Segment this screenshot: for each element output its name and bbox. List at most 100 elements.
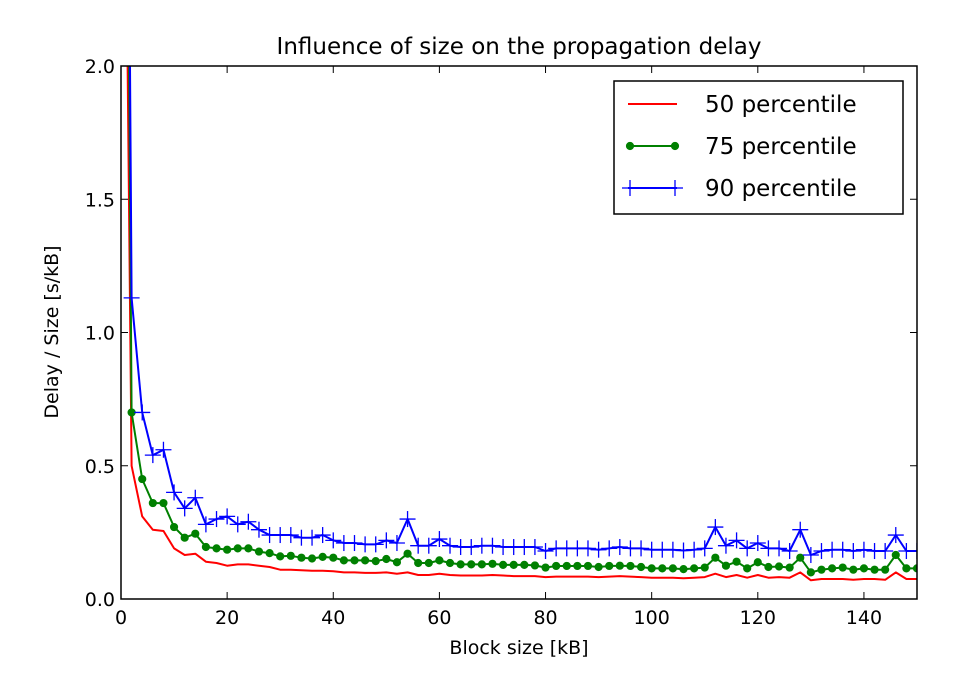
75-percentile-point [254, 547, 264, 556]
series-line-75-percentile [128, 66, 917, 574]
90-percentile-point [378, 532, 395, 549]
75-percentile-point [912, 564, 917, 573]
90-percentile-point [134, 404, 151, 421]
90-percentile-point [197, 516, 214, 533]
75-percentile-point [711, 553, 720, 562]
90-percentile-point [707, 519, 724, 536]
75-percentile-point [583, 561, 593, 571]
y-tick-label: 1.0 [85, 323, 115, 345]
75-percentile-point [530, 561, 540, 570]
series-line-50-percentile [126, 66, 917, 582]
y-tick-label: 2.0 [85, 56, 115, 78]
75-percentile-point [668, 564, 677, 573]
75-percentile-point [796, 553, 805, 562]
90-percentile-point [367, 536, 384, 553]
90-percentile-point [792, 521, 809, 538]
x-axis-label: Block size [kB] [449, 637, 588, 659]
75-percentile-point [700, 563, 709, 572]
90-percentile-point [314, 527, 331, 544]
75-percentile-point [307, 554, 317, 563]
90-percentile-point [166, 484, 183, 501]
75-percentile-point [881, 565, 890, 574]
75-percentile-point [276, 552, 285, 561]
75-percentile-point [764, 562, 773, 572]
75-percentile-point [318, 552, 327, 561]
75-percentile-point [573, 561, 582, 571]
75-percentile-point [647, 564, 656, 573]
75-percentile-point [743, 564, 752, 573]
75-percentile-point [445, 558, 455, 568]
90-percentile-point [282, 527, 299, 544]
90-percentile-point [537, 543, 554, 560]
axis-ticks: 0 20 40 60 80 100 120 140 0.0 0.5 1.0 1.5 2.0 [85, 56, 917, 629]
90-percentile-point [304, 529, 321, 546]
90-percentile-point [887, 527, 904, 544]
75-percentile-point [636, 562, 646, 572]
75-percentile-point [774, 562, 784, 571]
x-tick-label: 100 [634, 607, 670, 629]
75-percentile-point [785, 563, 794, 572]
75-percentile-point [477, 560, 486, 569]
75-percentile-point [902, 564, 911, 573]
90-percentile-point [802, 547, 819, 564]
90-percentile-point [813, 543, 830, 560]
90-percentile-point [123, 289, 140, 306]
75-percentile-point [891, 550, 900, 560]
90-percentile-point [388, 535, 405, 552]
75-percentile-point [658, 564, 667, 573]
75-percentile-point [626, 561, 635, 571]
75-percentile-point [138, 474, 147, 484]
90-percentile-point [579, 540, 596, 557]
x-tick-label: 80 [533, 607, 557, 629]
x-tick-label: 120 [740, 607, 776, 629]
90-percentile-point [420, 537, 437, 554]
y-tick-label: 0.5 [85, 456, 115, 478]
90-percentile-point [749, 535, 766, 552]
90-percentile-point [484, 537, 501, 554]
90-percentile-point [208, 511, 225, 528]
90-percentile-point [909, 543, 917, 560]
y-axis-label: Delay / Size [s/kB] [41, 245, 63, 418]
x-tick-label: 20 [215, 607, 239, 629]
legend-75-percentile-point [625, 141, 635, 151]
75-percentile-point [297, 553, 306, 562]
90-percentile-point [675, 542, 692, 559]
90-percentile-point [739, 540, 756, 557]
75-percentile-point [329, 553, 338, 562]
75-percentile-point [721, 561, 731, 570]
90-percentile-point [686, 541, 703, 558]
75-percentile-point [414, 558, 423, 568]
75-percentile-point [753, 558, 762, 567]
75-percentile-point [286, 551, 295, 560]
75-percentile-point [350, 556, 359, 565]
75-percentile-point [212, 544, 221, 553]
90-percentile-point [845, 543, 862, 560]
x-tick-label: 40 [321, 607, 345, 629]
series-layer [123, 66, 917, 582]
90-percentile-point [219, 508, 236, 525]
75-percentile-point [435, 556, 444, 565]
75-percentile-point [403, 549, 412, 558]
90-percentile-point [611, 539, 628, 556]
legend-90-percentile-point [622, 180, 638, 196]
75-percentile-point [690, 564, 699, 573]
75-percentile-point [191, 529, 200, 538]
90-percentile-point [601, 540, 618, 557]
90-percentile-point [728, 532, 745, 549]
legend-label-50-percentile: 50 percentile [705, 92, 857, 118]
90-percentile-point [463, 539, 480, 556]
75-percentile-point [169, 522, 179, 532]
chart-title: Influence of size on the propagation del… [277, 34, 762, 60]
75-percentile-point [827, 564, 837, 573]
75-percentile-point [594, 562, 603, 572]
75-percentile-point [371, 557, 380, 566]
90-percentile-point [250, 521, 267, 538]
75-percentile-point [456, 560, 465, 569]
x-tick-label: 140 [846, 607, 882, 629]
90-percentile-point [240, 513, 257, 530]
75-percentile-point [838, 563, 847, 572]
90-percentile-point [399, 511, 416, 528]
75-percentile-point [562, 561, 571, 571]
75-percentile-point [488, 559, 497, 568]
